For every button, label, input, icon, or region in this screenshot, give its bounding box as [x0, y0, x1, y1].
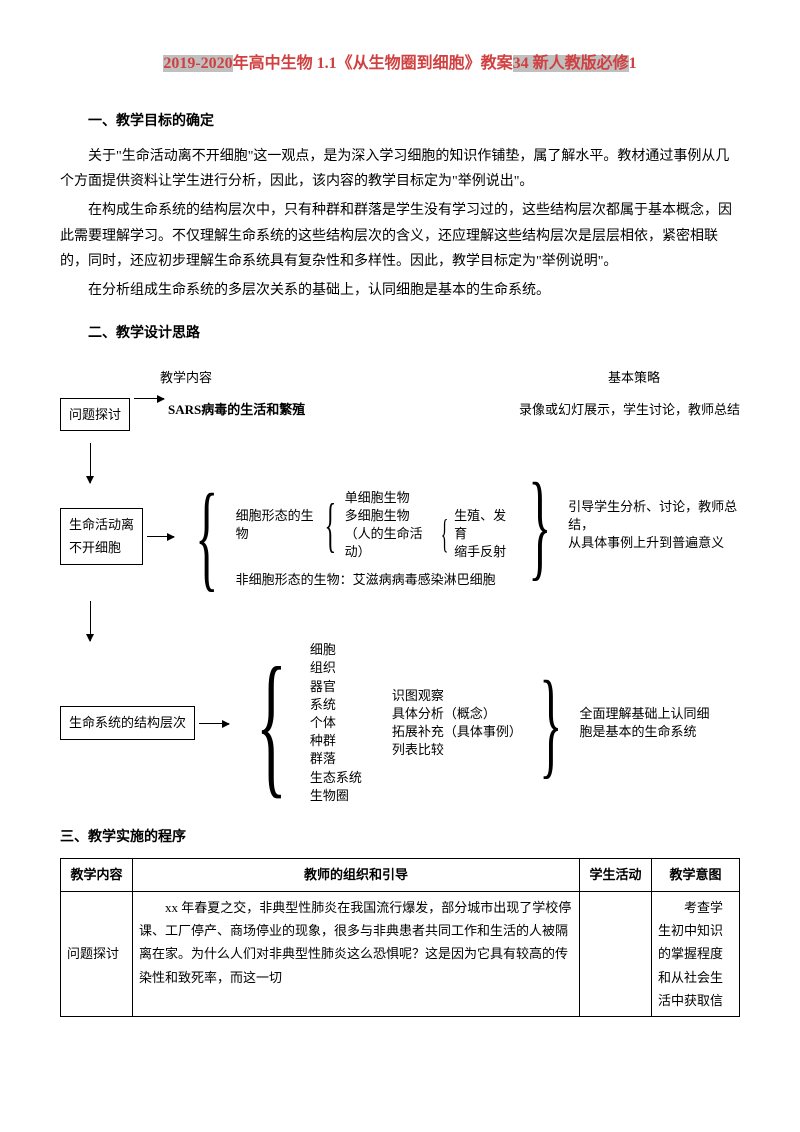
- arrow-icon: [199, 723, 229, 724]
- cell-teacher-guide: xx 年春夏之交，非典型性肺炎在我国流行爆发，部分城市出现了学校停课、工厂停产、…: [133, 891, 580, 1017]
- reproduction: 生殖、发育: [454, 507, 510, 543]
- section2-heading: 二、教学设计思路: [60, 321, 740, 346]
- level-item: 细胞: [310, 641, 362, 659]
- cell-form-text: 细胞形态的生物: [236, 507, 316, 543]
- brace-icon: }: [528, 483, 551, 567]
- label-basic-strategy: 基本策略: [608, 366, 660, 389]
- level-item: 生态系统: [310, 769, 362, 787]
- col-header: 教师的组织和引导: [133, 859, 580, 891]
- levels-list: 细胞 组织 器官 系统 个体 种群 群落 生态系统 生物圈: [310, 641, 362, 805]
- title-num-highlight: 34 新人教版必修: [513, 55, 629, 72]
- down-arrow-icon: [90, 443, 740, 483]
- multi-cell: 多细胞生物: [345, 507, 435, 525]
- box-life-system-levels: 生命系统的结构层次: [60, 706, 195, 739]
- cell-intent: 考查学生初中知识的掌握程度和从社会生活中获取信: [652, 891, 740, 1017]
- strategy2-l2: 从具体事例上升到普遍意义: [568, 534, 740, 552]
- level-item: 系统: [310, 696, 362, 714]
- brace-icon: {: [256, 675, 287, 771]
- mid-method: 拓展补充（具体事例）: [392, 723, 522, 741]
- human-life: （人的生命活动）: [345, 525, 435, 561]
- title-suffix: 1: [629, 55, 637, 72]
- title-num: 34 新人教版必修: [513, 55, 629, 72]
- brace-icon: {: [324, 501, 336, 549]
- box-life-activity: 生命活动离 不开细胞: [60, 508, 143, 565]
- section1-p1: 关于"生命活动离不开细胞"这一观点，是为深入学习细胞的知识作铺垫，属了解水平。教…: [60, 144, 740, 194]
- level-item: 生物圈: [310, 787, 362, 805]
- box2-line1: 生命活动离: [69, 513, 134, 536]
- document-title: 2019-2020年高中生物 1.1《从生物圈到细胞》教案34 新人教版必修1: [60, 50, 740, 79]
- title-year: 2019-2020: [163, 55, 232, 72]
- level-item: 个体: [310, 714, 362, 732]
- section3-heading: 三、教学实施的程序: [60, 825, 740, 850]
- strategy3-l1: 全面理解基础上认同细: [579, 705, 709, 723]
- down-arrow-icon: [90, 601, 740, 641]
- mid-method: 识图观察: [392, 687, 522, 705]
- strategy3-l2: 胞是基本的生命系统: [579, 723, 709, 741]
- mid-method: 列表比较: [392, 741, 522, 759]
- mid-method: 具体分析（概念）: [392, 705, 522, 723]
- brace-icon: }: [539, 681, 562, 765]
- section1-p2: 在构成生命系统的结构层次中，只有种群和群落是学生没有学习过的，这些结构层次都属于…: [60, 198, 740, 274]
- section1-heading: 一、教学目标的确定: [60, 109, 740, 134]
- brace-icon: {: [441, 518, 449, 550]
- brace-icon: {: [195, 494, 218, 578]
- reflex: 缩手反射: [454, 543, 510, 561]
- cell-student-activity: [580, 891, 652, 1017]
- level-item: 种群: [310, 732, 362, 750]
- level-item: 群落: [310, 750, 362, 768]
- col-header: 学生活动: [580, 859, 652, 891]
- arrow-icon: [147, 536, 174, 537]
- box2-line2: 不开细胞: [69, 536, 134, 559]
- implementation-table: 教学内容 教师的组织和引导 学生活动 教学意图 问题探讨 xx 年春夏之交，非典…: [60, 858, 740, 1017]
- col-header: 教学内容: [61, 859, 133, 891]
- box-problem-discuss: 问题探讨: [60, 398, 130, 431]
- arrow-icon: [134, 398, 164, 399]
- strategy1: 录像或幻灯展示，学生讨论，教师总结: [519, 398, 740, 421]
- cell-topic: 问题探讨: [61, 891, 133, 1017]
- table-row: 问题探讨 xx 年春夏之交，非典型性肺炎在我国流行爆发，部分城市出现了学校停课、…: [61, 891, 740, 1017]
- label-teaching-content: 教学内容: [160, 366, 212, 389]
- level-item: 组织: [310, 659, 362, 677]
- title-year-highlight: 2019-2020: [163, 55, 232, 72]
- section1-p3: 在分析组成生命系统的多层次关系的基础上，认同细胞是基本的生命系统。: [60, 278, 740, 303]
- sars-text: SARS病毒的生活和繁殖: [168, 398, 305, 421]
- title-main: 年高中生物 1.1《从生物圈到细胞》教案: [233, 55, 513, 72]
- single-cell: 单细胞生物: [345, 489, 511, 507]
- strategy2-l1: 引导学生分析、讨论，教师总结，: [568, 498, 740, 534]
- level-item: 器官: [310, 678, 362, 696]
- col-header: 教学意图: [652, 859, 740, 891]
- design-diagram: 教学内容 基本策略 问题探讨 SARS病毒的生活和繁殖 录像或幻灯展示，学生讨论…: [60, 366, 740, 805]
- table-header-row: 教学内容 教师的组织和引导 学生活动 教学意图: [61, 859, 740, 891]
- noncell-text: 非细胞形态的生物：艾滋病病毒感染淋巴细胞: [236, 571, 740, 589]
